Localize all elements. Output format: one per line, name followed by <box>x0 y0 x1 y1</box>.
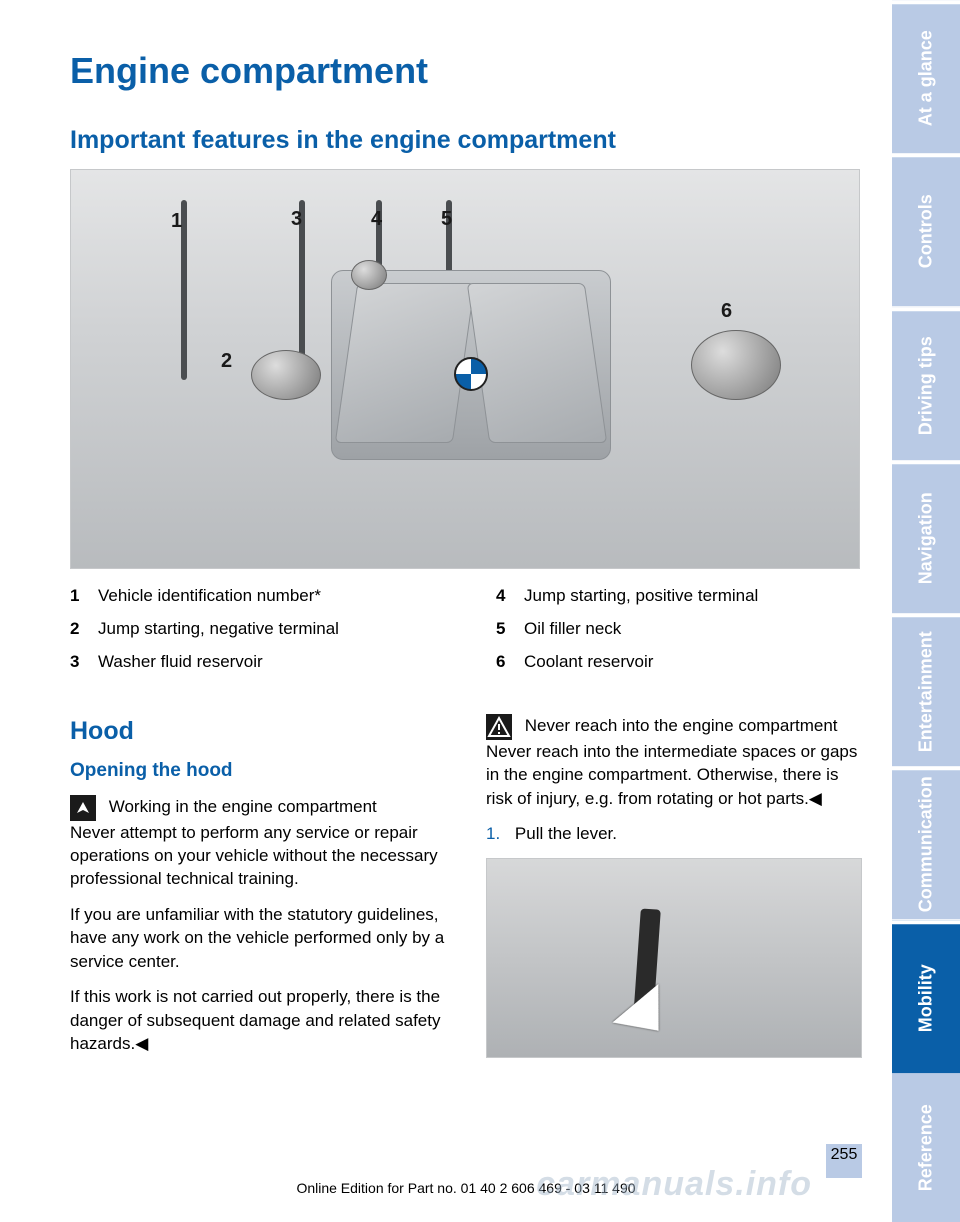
warning-title: Never reach into the engine compartment <box>525 716 838 735</box>
page-content: Engine compartment Important features in… <box>0 0 892 1222</box>
hood-subheading: Opening the hood <box>70 758 446 784</box>
step-number: 1. <box>486 824 500 843</box>
legend-item: 1 Vehicle identification number* <box>70 585 436 608</box>
tab-navigation[interactable]: Navigation <box>892 460 960 613</box>
watermark: carmanuals.info <box>536 1165 812 1204</box>
hood-heading: Hood <box>70 714 446 749</box>
left-column: Hood Opening the hood Working in the eng… <box>70 714 446 1068</box>
tab-controls[interactable]: Controls <box>892 153 960 306</box>
tab-entertainment[interactable]: Entertainment <box>892 613 960 766</box>
legend: 1 Vehicle identification number* 2 Jump … <box>70 585 862 684</box>
callout-5: 5 <box>441 208 452 231</box>
tab-mobility[interactable]: Mobility <box>892 920 960 1073</box>
note-arrow-icon <box>70 795 96 821</box>
callout-2: 2 <box>221 350 232 373</box>
callout-1: 1 <box>171 210 182 233</box>
step-text: Pull the lever. <box>515 824 617 843</box>
tab-driving-tips[interactable]: Driving tips <box>892 307 960 460</box>
callout-3: 3 <box>291 208 302 231</box>
page-title: Engine compartment <box>70 50 862 92</box>
legend-num: 5 <box>496 618 510 641</box>
legend-item: 6 Coolant reservoir <box>496 651 862 674</box>
legend-item: 4 Jump starting, positive terminal <box>496 585 862 608</box>
callout-4: 4 <box>371 208 382 231</box>
legend-text: Vehicle identification number* <box>98 585 321 608</box>
callout-6: 6 <box>721 300 732 323</box>
legend-num: 3 <box>70 651 84 674</box>
legend-text: Coolant reservoir <box>524 651 653 674</box>
warning-body: Never reach into the intermediate spaces… <box>486 742 857 808</box>
warning-body: Never attempt to perform any service or … <box>70 823 438 889</box>
tab-communication[interactable]: Communication <box>892 766 960 919</box>
legend-text: Jump starting, positive terminal <box>524 585 758 608</box>
tab-reference[interactable]: Reference <box>892 1073 960 1222</box>
warning-title: Working in the engine compartment <box>109 797 377 816</box>
legend-item: 2 Jump starting, negative terminal <box>70 618 436 641</box>
legend-num: 4 <box>496 585 510 608</box>
right-column: Never reach into the engine compartment … <box>486 714 862 1068</box>
tab-at-a-glance[interactable]: At a glance <box>892 0 960 153</box>
legend-num: 1 <box>70 585 84 608</box>
section-heading: Important features in the engine compart… <box>70 126 862 155</box>
lever-illustration <box>486 858 862 1058</box>
legend-num: 6 <box>496 651 510 674</box>
legend-text: Oil filler neck <box>524 618 621 641</box>
legend-text: Jump starting, negative terminal <box>98 618 339 641</box>
legend-text: Washer fluid reservoir <box>98 651 263 674</box>
legend-num: 2 <box>70 618 84 641</box>
side-tabs: At a glance Controls Driving tips Naviga… <box>892 0 960 1222</box>
engine-diagram: 1 2 3 4 5 6 <box>70 169 860 569</box>
warning-triangle-icon <box>486 714 512 740</box>
legend-item: 5 Oil filler neck <box>496 618 862 641</box>
page-number: 255 <box>826 1144 862 1178</box>
legend-item: 3 Washer fluid reservoir <box>70 651 436 674</box>
body-paragraph: If you are unfamiliar with the statutory… <box>70 903 446 973</box>
body-paragraph: If this work is not carried out properly… <box>70 985 446 1055</box>
